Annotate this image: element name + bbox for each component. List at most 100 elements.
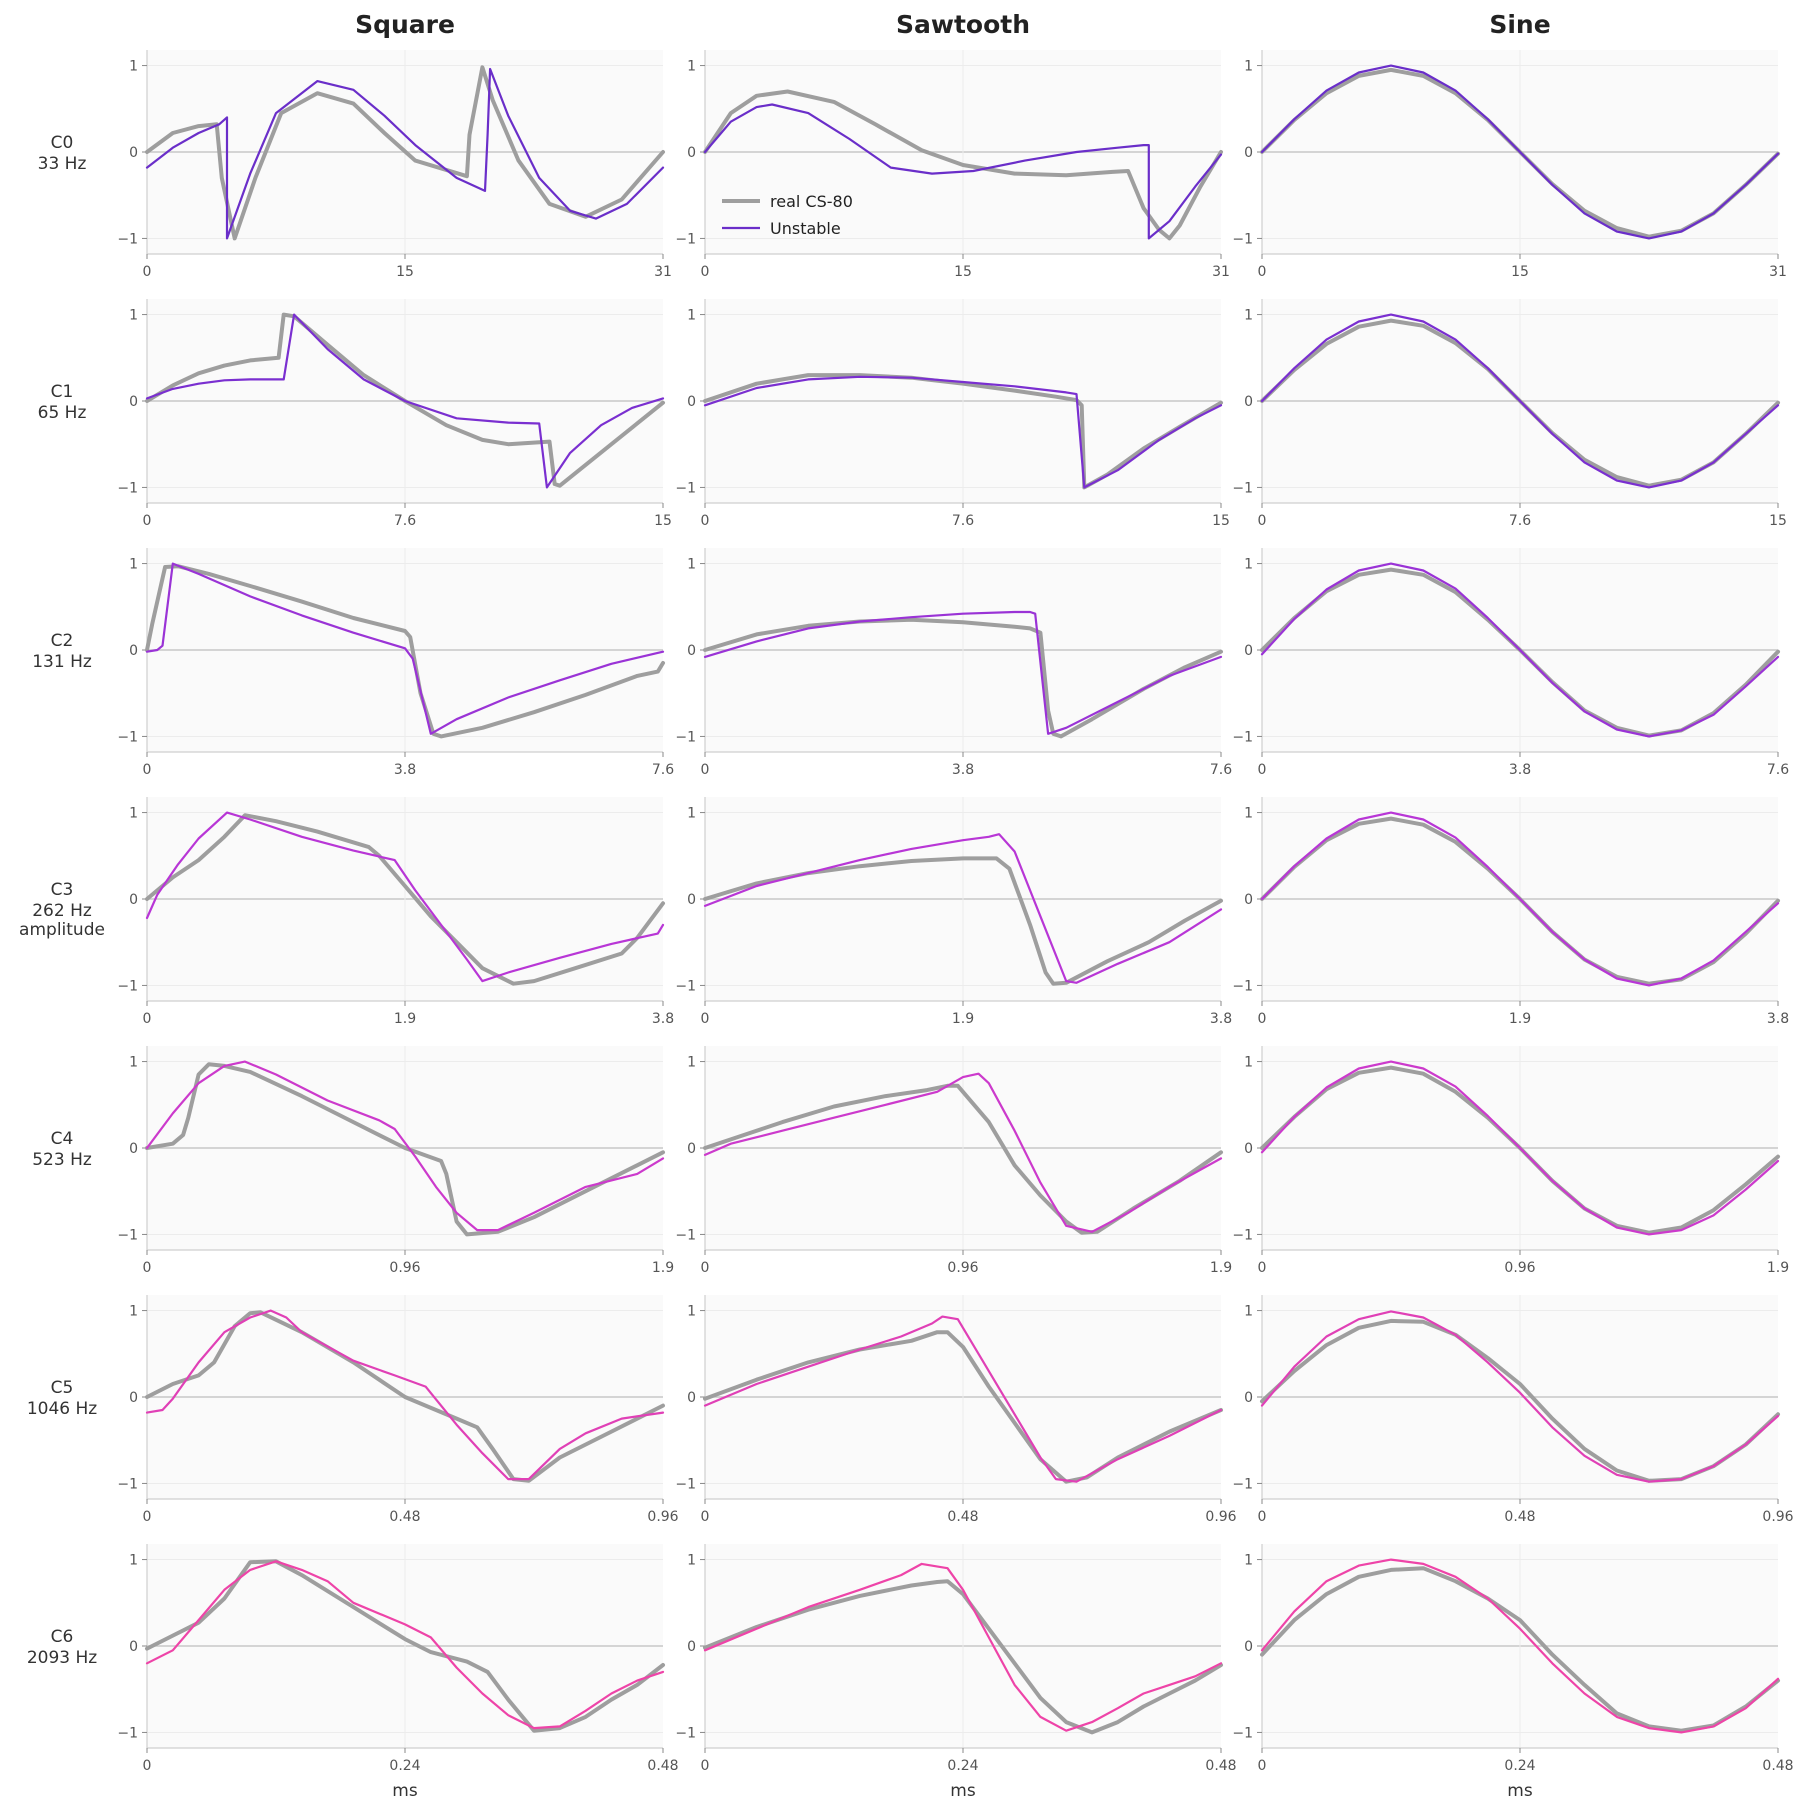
y-tick-label: −1: [117, 480, 138, 496]
y-tick-label: −1: [1232, 1227, 1253, 1243]
row-label-note-c1: C1: [51, 382, 74, 402]
x-tick-label: 0: [143, 762, 152, 778]
x-tick-label: 15: [954, 264, 972, 280]
series-real-c0-sawtooth: [703, 89, 1223, 241]
y-axis-label: amplitude: [19, 920, 105, 940]
y-tick-label: 0: [129, 892, 138, 908]
x-tick-label: 0.96: [647, 1509, 678, 1525]
y-tick-label: 0: [1244, 1141, 1253, 1157]
x-tick-label: 0: [143, 513, 152, 529]
x-tick-label: 31: [654, 264, 672, 280]
x-tick-label: 7.6: [394, 513, 416, 529]
x-tick-label: 31: [1769, 264, 1787, 280]
x-tick-label: 3.8: [1509, 762, 1531, 778]
x-tick-label: 7.6: [952, 513, 974, 529]
y-tick-label: 0: [1244, 145, 1253, 161]
y-tick-label: 1: [129, 59, 138, 75]
x-tick-label: 0.48: [389, 1509, 420, 1525]
x-tick-label: 0.96: [947, 1260, 978, 1276]
x-axis-label-sine: ms: [1507, 1781, 1533, 1801]
y-tick-label: 0: [129, 1390, 138, 1406]
y-tick-label: 1: [129, 1553, 138, 1569]
y-tick-label: 0: [687, 1639, 696, 1655]
x-tick-label: 0: [1258, 1509, 1267, 1525]
legend-label-real: real CS-80: [770, 192, 853, 211]
x-tick-label: 0: [701, 264, 710, 280]
x-tick-label: 0.24: [947, 1758, 978, 1774]
y-tick-label: −1: [117, 729, 138, 745]
y-tick-label: 1: [1244, 1553, 1253, 1569]
row-label-freq-c1: 65 Hz: [38, 403, 87, 423]
row-label-note-c3: C3: [51, 880, 74, 900]
y-tick-label: −1: [117, 1725, 138, 1741]
y-tick-label: −1: [1232, 978, 1253, 994]
x-tick-label: 0.24: [1504, 1758, 1535, 1774]
y-tick-label: −1: [117, 1227, 138, 1243]
y-tick-label: 0: [129, 643, 138, 659]
x-tick-label: 15: [1769, 513, 1787, 529]
y-tick-label: 1: [687, 1553, 696, 1569]
x-tick-label: 0: [701, 1260, 710, 1276]
legend-label-unstable: Unstable: [770, 219, 841, 238]
series-unstable-c2-sawtooth: [703, 610, 1223, 735]
x-tick-label: 7.6: [1509, 513, 1531, 529]
x-tick-label: 0.48: [1504, 1509, 1535, 1525]
y-tick-label: −1: [1232, 480, 1253, 496]
series-unstable-c0-square: [145, 67, 665, 240]
x-tick-label: 0: [701, 1011, 710, 1027]
y-tick-label: −1: [1232, 231, 1253, 247]
series-real-c3-sawtooth: [703, 856, 1223, 986]
row-label-note-c4: C4: [51, 1129, 74, 1149]
x-tick-label: 1.9: [1767, 1260, 1789, 1276]
series-unstable-c1-sawtooth: [703, 375, 1223, 489]
y-tick-label: −1: [675, 480, 696, 496]
x-tick-label: 3.8: [394, 762, 416, 778]
series-unstable-c6-sawtooth: [703, 1562, 1223, 1732]
series-unstable-c6-sine: [1260, 1558, 1780, 1734]
x-tick-label: 0.96: [1205, 1509, 1236, 1525]
y-tick-label: 1: [1244, 1304, 1253, 1320]
y-tick-label: 0: [687, 145, 696, 161]
y-tick-label: 0: [687, 1141, 696, 1157]
y-tick-label: 0: [1244, 1639, 1253, 1655]
y-tick-label: −1: [1232, 1476, 1253, 1492]
series-real-c6-sine: [1260, 1566, 1780, 1733]
y-tick-label: 1: [687, 59, 696, 75]
y-tick-label: 0: [129, 1141, 138, 1157]
x-tick-label: 0.96: [1762, 1509, 1793, 1525]
series-real-c2-sawtooth: [703, 617, 1223, 739]
x-axis-label-square: ms: [392, 1781, 418, 1801]
x-tick-label: 0: [143, 1509, 152, 1525]
x-tick-label: 0.48: [647, 1758, 678, 1774]
x-tick-label: 15: [1212, 513, 1230, 529]
x-tick-label: 0: [143, 264, 152, 280]
row-label-freq-c0: 33 Hz: [38, 154, 87, 174]
x-tick-label: 7.6: [1767, 762, 1789, 778]
column-title-square: Square: [355, 10, 455, 39]
series-real-c0-square: [145, 65, 665, 241]
x-tick-label: 0: [701, 1758, 710, 1774]
series-unstable-c4-sine: [1260, 1060, 1780, 1236]
y-tick-label: 0: [687, 394, 696, 410]
x-tick-label: 15: [396, 264, 414, 280]
x-tick-label: 0: [1258, 264, 1267, 280]
y-tick-label: 0: [129, 145, 138, 161]
x-tick-label: 7.6: [1210, 762, 1232, 778]
y-tick-label: −1: [1232, 1725, 1253, 1741]
x-tick-label: 0: [1258, 762, 1267, 778]
x-tick-label: 0: [143, 1260, 152, 1276]
row-label-freq-c6: 2093 Hz: [27, 1648, 97, 1668]
x-tick-label: 1.9: [952, 1011, 974, 1027]
y-tick-label: −1: [675, 978, 696, 994]
y-tick-label: 0: [687, 892, 696, 908]
y-tick-label: 1: [129, 1055, 138, 1071]
x-tick-label: 3.8: [952, 762, 974, 778]
series-unstable-c2-square: [145, 562, 665, 735]
x-tick-label: 0: [143, 1011, 152, 1027]
series-unstable-c4-square: [145, 1060, 665, 1232]
x-tick-label: 0: [1258, 1758, 1267, 1774]
x-tick-label: 15: [1511, 264, 1529, 280]
y-tick-label: 0: [129, 1639, 138, 1655]
y-tick-label: 1: [1244, 308, 1253, 324]
